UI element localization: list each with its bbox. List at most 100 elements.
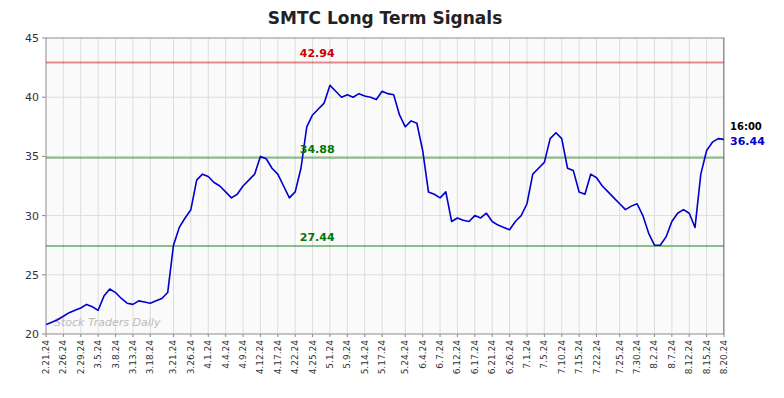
x-tick-label: 7.25.24 [615,340,625,375]
x-tick-label: 4.17.24 [273,340,283,375]
grid-line [312,38,313,334]
grid-line [295,38,296,334]
tick [42,38,46,39]
grid-line [173,38,174,334]
grid-line [689,38,690,334]
last-point-line [724,38,725,334]
grid-line [579,38,580,334]
reference-line [46,61,724,63]
grid-line [457,38,458,334]
price-line [46,85,724,324]
x-tick-label: 6.7.24 [435,340,445,369]
grid-line [347,38,348,334]
x-tick-label: 7.5.24 [539,340,549,369]
grid-line [132,38,133,334]
x-tick-label: 4.4.24 [221,340,231,369]
grid-line [260,38,261,334]
grid-line [706,38,707,334]
reference-label: 34.88 [300,143,335,156]
grid-line [526,38,527,334]
x-tick-label: 4.22.24 [290,340,300,375]
x-tick-label: 7.22.24 [592,340,602,375]
x-tick-label: 3.5.24 [93,340,103,369]
grid-line [596,38,597,334]
grid-line [654,38,655,334]
x-tick-label: 3.26.24 [186,340,196,375]
grid-line [225,38,226,334]
x-tick-label: 3.8.24 [111,340,121,369]
grid-line [46,156,724,157]
grid-line [190,38,191,334]
reference-label: 27.44 [300,231,335,244]
x-tick-label: 8.12.24 [684,340,694,375]
tick [42,215,46,216]
x-tick-label: 5.17.24 [377,340,387,375]
x-tick-label: 2.21.24 [41,340,51,375]
grid-line [277,38,278,334]
x-tick-label: 7.10.24 [557,340,567,375]
grid-line [509,38,510,334]
y-tick-label: 40 [25,91,39,104]
grid-line [329,38,330,334]
grid-line [382,38,383,334]
y-tick-label: 30 [25,210,39,223]
grid-line [474,38,475,334]
x-tick-label: 3.21.24 [168,340,178,375]
last-price-annotation: 36.44 [730,135,765,148]
tick [42,334,46,335]
tick [42,156,46,157]
time-annotation: 16:00 [730,121,762,132]
grid-line [422,38,423,334]
grid-line [98,38,99,334]
grid-line [208,38,209,334]
x-tick-label: 8.20.24 [719,340,729,375]
watermark: Stock Traders Daily [54,316,161,329]
x-tick-label: 5.14.24 [360,340,370,375]
x-tick-label: 4.9.24 [238,340,248,369]
y-tick-label: 35 [25,150,39,163]
tick [42,274,46,275]
x-tick-label: 6.21.24 [487,340,497,375]
x-tick-label: 6.12.24 [452,340,462,375]
x-tick-label: 8.7.24 [667,340,677,369]
y-tick-label: 25 [25,269,39,282]
grid-line [637,38,638,334]
x-tick-label: 4.25.24 [308,340,318,375]
plot-marks [46,38,724,334]
x-tick-label: 4.12.24 [255,340,265,375]
x-tick-label: 7.1.24 [522,340,532,369]
grid-line [63,38,64,334]
x-tick-label: 7.30.24 [632,340,642,375]
x-tick-label: 3.18.24 [145,340,155,375]
x-tick-label: 5.9.24 [342,340,352,369]
x-tick-label: 6.4.24 [418,340,428,369]
grid-line [544,38,545,334]
x-tick-label: 5.1.24 [325,340,335,369]
grid-line [492,38,493,334]
x-tick-label: 7.15.24 [574,340,584,375]
chart: 20 25 30 35 40 45 2.21.24 2.26.24 2.29.24 3.5.24 3… [0,0,784,398]
x-tick-label: 2.26.24 [58,340,68,375]
grid-line [405,38,406,334]
reference-line [46,157,724,159]
x-tick-label: 3.13.24 [128,340,138,375]
x-tick-label: 6.26.24 [505,340,515,375]
x-tick-label: 6.17.24 [470,340,480,375]
grid-line [364,38,365,334]
x-tick-label: 8.15.24 [702,340,712,375]
x-tick-label: 8.2.24 [649,340,659,369]
grid-line [46,215,724,216]
y-tick-label: 20 [25,328,39,341]
plot-frame [46,38,724,334]
tick [42,97,46,98]
grid-line [671,38,672,334]
plot-area [46,38,724,334]
grid-line [150,38,151,334]
grid-line [80,38,81,334]
x-tick-label: 2.29.24 [76,340,86,375]
grid-line [46,274,724,275]
y-tick-label: 45 [25,32,39,45]
x-tick-label: 5.24.24 [400,340,410,375]
reference-line [46,245,724,247]
grid-line [46,97,724,98]
